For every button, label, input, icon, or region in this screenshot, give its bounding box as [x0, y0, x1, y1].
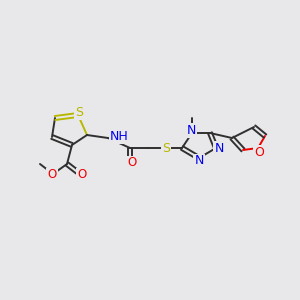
Text: N: N [194, 154, 204, 167]
Text: S: S [162, 142, 170, 154]
Text: O: O [254, 146, 264, 158]
Text: O: O [77, 169, 87, 182]
Text: O: O [47, 169, 57, 182]
Text: N: N [214, 142, 224, 154]
Text: N: N [186, 124, 196, 136]
Text: S: S [75, 106, 83, 118]
Text: NH: NH [110, 130, 129, 142]
Text: O: O [128, 157, 136, 169]
